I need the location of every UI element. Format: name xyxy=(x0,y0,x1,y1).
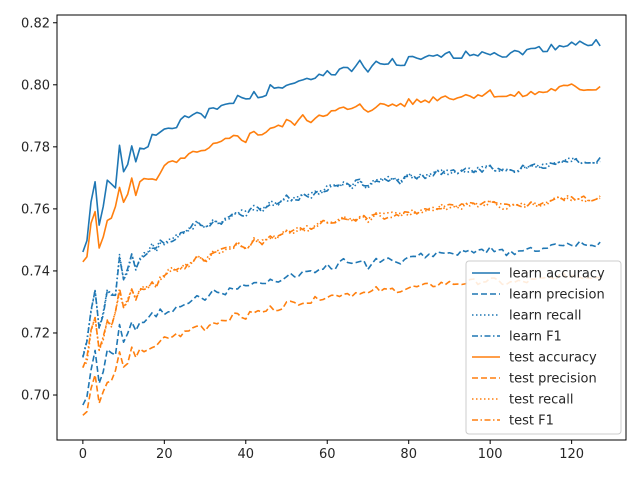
x-tick-label: 60 xyxy=(319,447,336,462)
series-line-1 xyxy=(82,240,601,406)
y-tick-label: 0.78 xyxy=(21,140,50,155)
series-line-4 xyxy=(82,83,601,263)
series-line-5 xyxy=(82,272,601,416)
legend-box xyxy=(465,260,622,435)
y-tick-label: 0.76 xyxy=(21,202,50,217)
x-tick-label: 0 xyxy=(79,447,87,462)
plot-frame xyxy=(56,14,627,441)
series-line-7 xyxy=(82,195,601,369)
y-tick-label: 0.70 xyxy=(21,389,50,404)
legend-label: learn precision xyxy=(509,288,605,303)
legend: learn accuracy learn precision learn recal… xyxy=(465,260,622,435)
x-tick-label: 100 xyxy=(478,447,503,462)
y-tick-label: 0.80 xyxy=(21,78,50,93)
series-layer xyxy=(82,38,601,416)
legend-label: learn F1 xyxy=(509,330,562,345)
legend-label: test precision xyxy=(509,372,597,387)
y-axis: 0.70 0.72 0.74 0.76 0.78 0.80 0.82 xyxy=(21,16,57,404)
y-tick-label: 0.74 xyxy=(21,264,50,279)
x-tick-label: 120 xyxy=(559,447,584,462)
x-axis: 0 20 40 60 80 100 120 xyxy=(79,440,584,462)
legend-label: test accuracy xyxy=(509,351,597,366)
series-line-3 xyxy=(82,157,601,358)
series-line-0 xyxy=(82,38,601,253)
legend-label: test recall xyxy=(509,393,574,408)
x-tick-label: 40 xyxy=(238,447,255,462)
y-tick-label: 0.72 xyxy=(21,326,50,341)
legend-label: learn recall xyxy=(509,309,581,324)
legend-label: learn accuracy xyxy=(509,267,605,282)
legend-label: test F1 xyxy=(509,414,554,429)
x-tick-label: 80 xyxy=(400,447,417,462)
x-tick-label: 20 xyxy=(156,447,173,462)
y-tick-label: 0.82 xyxy=(21,16,50,31)
